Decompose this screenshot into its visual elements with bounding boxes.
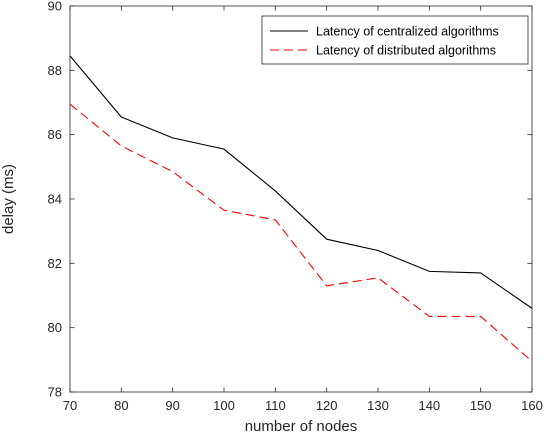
y-tick-label: 86 bbox=[48, 127, 62, 142]
series-line-2 bbox=[69, 103, 533, 362]
plot-area bbox=[70, 6, 532, 392]
y-tick-label: 84 bbox=[48, 192, 62, 207]
plot-background bbox=[70, 6, 532, 392]
x-tick-label: 100 bbox=[213, 398, 235, 413]
series-layer bbox=[69, 55, 533, 362]
axes-layer: 70 80 90 100 110 120 130 140 150 160 78 80 82 84 86 88 9… bbox=[48, 0, 543, 413]
x-tick-label: 150 bbox=[470, 398, 492, 413]
x-tick-label: 140 bbox=[418, 398, 440, 413]
x-axis-label: number of nodes bbox=[245, 418, 358, 435]
y-tick-label: 90 bbox=[48, 0, 62, 14]
y-tick-label: 80 bbox=[48, 320, 62, 335]
x-tick-label: 160 bbox=[521, 398, 543, 413]
y-tick-label: 82 bbox=[48, 256, 62, 271]
x-tick-label: 110 bbox=[265, 398, 286, 413]
x-tick-label: 70 bbox=[63, 398, 77, 413]
y-tick-label: 88 bbox=[48, 63, 62, 78]
legend: Latency of centralized algorithms Latency… bbox=[261, 15, 529, 65]
legend-label-2: Latency of distributed algorithms bbox=[316, 44, 496, 58]
series-line-1 bbox=[69, 55, 533, 309]
x-tick-label: 130 bbox=[367, 398, 389, 413]
legend-box bbox=[261, 15, 529, 65]
y-tick-label: 78 bbox=[48, 385, 62, 400]
x-tick-label: 90 bbox=[165, 398, 179, 413]
x-tick-label: 120 bbox=[316, 398, 338, 413]
legend-label-1: Latency of centralized algorithms bbox=[316, 25, 499, 39]
x-tick-label: 80 bbox=[114, 398, 128, 413]
y-axis-label: delay (ms) bbox=[0, 164, 17, 234]
